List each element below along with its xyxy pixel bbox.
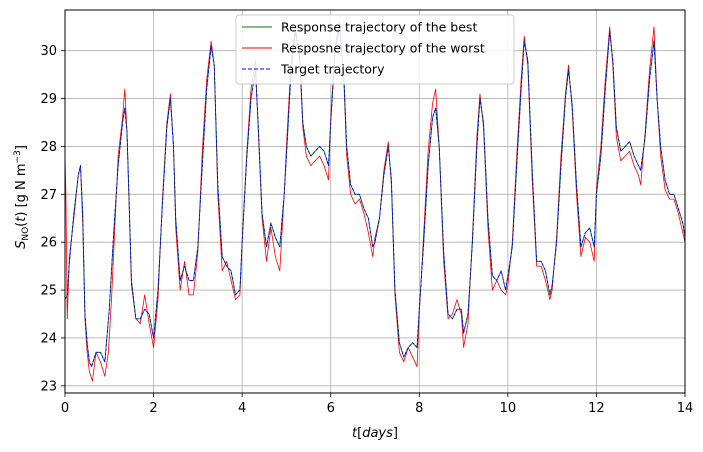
legend: Response trajectory of the best Resposne …	[235, 14, 515, 85]
x-tick-label: 14	[677, 401, 694, 416]
y-axis-ticks: 23 24 25 26 27 28 29 30	[40, 44, 65, 394]
plot-series	[64, 21, 686, 382]
y-tick-label: 28	[40, 140, 57, 155]
y-tick-label: 29	[40, 92, 57, 107]
y-tick-label: 23	[40, 379, 57, 394]
legend-label-3: Target trajectory	[280, 62, 385, 77]
legend-box	[235, 14, 515, 85]
x-tick-label: 4	[238, 401, 246, 416]
x-tick-label: 8	[415, 401, 423, 416]
series-line-3	[64, 26, 686, 368]
x-tick-label: 6	[327, 401, 335, 416]
x-axis-ticks: 0 2 4 6 8 10 12 14	[61, 393, 693, 416]
series-line-2	[64, 21, 686, 382]
y-tick-label: 25	[40, 284, 57, 299]
x-tick-label: 2	[149, 401, 157, 416]
legend-label-2: Resposne trajectory of the worst	[281, 41, 485, 56]
y-tick-label: 27	[40, 188, 57, 203]
y-tick-label: 26	[40, 236, 57, 251]
y-axis-label: SNO(t) [g N m−3]	[13, 145, 31, 249]
plot-frame	[64, 9, 686, 394]
x-tick-label: 10	[500, 401, 517, 416]
y-tick-label: 24	[40, 331, 57, 346]
x-tick-label: 12	[588, 401, 605, 416]
legend-label-1: Response trajectory of the best	[281, 20, 477, 35]
x-tick-label: 0	[61, 401, 69, 416]
x-axis-label: t[days]	[352, 426, 398, 441]
y-tick-label: 30	[40, 44, 57, 59]
